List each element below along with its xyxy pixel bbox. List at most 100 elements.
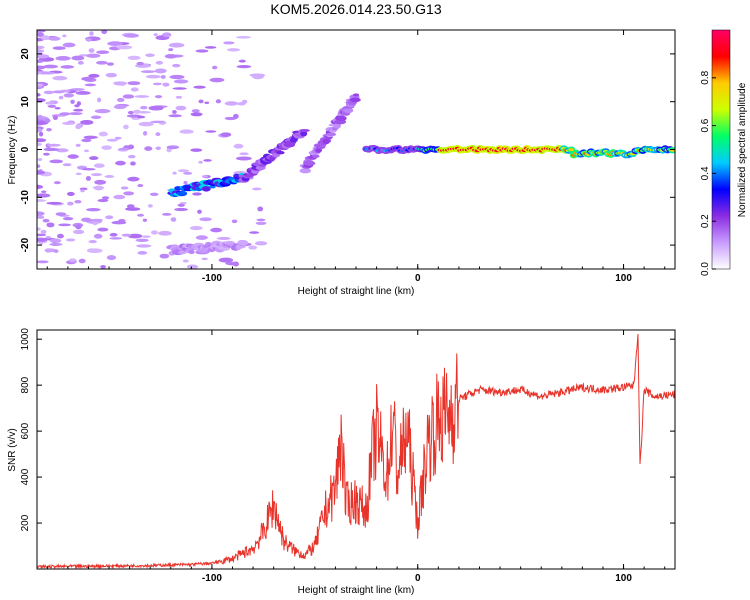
y-tick-label: 1000 bbox=[20, 328, 31, 351]
heatmap-cell bbox=[127, 110, 134, 115]
heatmap-cell bbox=[145, 53, 155, 57]
x-tick-label: -100 bbox=[202, 273, 222, 284]
heatmap-cell bbox=[304, 161, 316, 166]
heatmap-cell bbox=[105, 215, 114, 220]
heatmap-cell bbox=[172, 87, 187, 90]
heatmap-cell bbox=[233, 143, 244, 149]
heatmap-cell bbox=[60, 65, 75, 69]
heatmap-cell bbox=[71, 55, 85, 61]
heatmap-cell bbox=[201, 257, 208, 261]
heatmap-cell bbox=[44, 118, 51, 123]
heatmap-cell bbox=[169, 74, 185, 80]
heatmap-cell bbox=[37, 59, 44, 64]
heatmap-cell bbox=[225, 261, 239, 266]
heatmap-cell bbox=[43, 64, 59, 69]
heatmap-cell bbox=[137, 213, 145, 217]
heatmap-cell bbox=[199, 217, 212, 222]
heatmap-cell bbox=[233, 113, 239, 119]
heatmap-cell bbox=[91, 173, 103, 177]
heatmap-cell bbox=[140, 105, 148, 110]
heatmap-cell bbox=[53, 181, 61, 185]
heatmap-cell bbox=[190, 112, 203, 117]
heatmap-cell bbox=[173, 79, 189, 84]
heatmap-cell bbox=[127, 154, 136, 159]
heatmap-cell bbox=[153, 33, 158, 37]
heatmap-cell bbox=[215, 99, 222, 104]
heatmap-cell bbox=[62, 42, 76, 48]
heatmap-cell bbox=[175, 95, 183, 99]
heatmap-cell bbox=[75, 125, 82, 130]
heatmap-cell bbox=[46, 127, 52, 132]
heatmap-cell bbox=[133, 109, 141, 114]
heatmap-cell bbox=[70, 99, 75, 105]
heatmap-cell bbox=[127, 176, 140, 182]
heatmap-cell bbox=[113, 194, 126, 200]
heatmap-cell bbox=[166, 145, 180, 150]
heatmap-cell bbox=[162, 32, 172, 38]
colorbar-tick-label: 0.2 bbox=[700, 214, 711, 228]
heatmap-cell bbox=[248, 245, 258, 250]
heatmap-cell bbox=[162, 82, 170, 87]
heatmap-cell bbox=[170, 217, 177, 222]
colorbar-tick-label: 0.0 bbox=[700, 262, 711, 276]
snr-x-label: Height of straight line (km) bbox=[298, 585, 415, 596]
heatmap-cell bbox=[97, 198, 109, 203]
heatmap-cell bbox=[123, 124, 129, 130]
colorbar-tick-label: 0.4 bbox=[700, 166, 711, 180]
heatmap-cell bbox=[126, 204, 135, 209]
heatmap-cell bbox=[123, 33, 139, 38]
heatmap-cell bbox=[141, 235, 151, 238]
heatmap-cell bbox=[255, 221, 267, 225]
heatmap-cell bbox=[94, 108, 111, 114]
heatmap-cell bbox=[168, 42, 185, 48]
heatmap-cell bbox=[67, 201, 74, 206]
y-tick-label: 600 bbox=[20, 422, 31, 439]
heatmap-cell bbox=[174, 207, 188, 212]
heatmap-cell bbox=[92, 220, 99, 226]
heatmap-cell bbox=[43, 90, 54, 95]
heatmap-cell bbox=[127, 233, 143, 239]
heatmap-cell bbox=[326, 132, 337, 137]
heatmap-cell bbox=[236, 65, 252, 69]
heatmap-cell bbox=[69, 88, 85, 91]
heatmap-cell bbox=[37, 83, 43, 87]
heatmap-cell bbox=[46, 201, 63, 205]
colorbar-tick-label: 0.8 bbox=[700, 70, 711, 84]
heatmap-cell bbox=[37, 193, 51, 198]
y-tick-label: 10 bbox=[20, 96, 31, 108]
heatmap-cell bbox=[198, 160, 203, 164]
heatmap-cell bbox=[122, 94, 135, 99]
heatmap-cell bbox=[37, 237, 48, 242]
heatmap-cell bbox=[192, 192, 202, 196]
heatmap-cell bbox=[75, 91, 91, 95]
heatmap-cell bbox=[116, 45, 133, 50]
heatmap-cell bbox=[68, 112, 83, 116]
heatmap-cell bbox=[276, 150, 285, 155]
heatmap-cell bbox=[72, 229, 85, 235]
heatmap-cell bbox=[182, 259, 189, 263]
heatmap-cell bbox=[116, 97, 125, 102]
heatmap-cell bbox=[106, 255, 117, 261]
heatmap-cell bbox=[43, 152, 50, 156]
heatmap-cell bbox=[183, 180, 188, 185]
heatmap-cell bbox=[53, 249, 59, 253]
heatmap-cell bbox=[299, 128, 310, 133]
heatmap-cell bbox=[154, 68, 167, 74]
heatmap-cell bbox=[136, 115, 146, 119]
heatmap-cell bbox=[88, 73, 100, 78]
colorbar: 0.0 0.2 0.4 0.6 0.8 Normalized spectral ampl… bbox=[700, 29, 748, 276]
heatmap-cell bbox=[154, 95, 163, 99]
y-tick-label: 200 bbox=[20, 514, 31, 531]
heatmap-cell bbox=[93, 163, 105, 168]
heatmap-cell bbox=[299, 168, 312, 174]
heatmap-cell bbox=[37, 184, 44, 190]
heatmap-cell bbox=[37, 93, 41, 97]
spectrogram-y-label: Frequency (Hz) bbox=[7, 116, 18, 185]
heatmap-cell bbox=[179, 191, 187, 195]
heatmap-cell bbox=[337, 115, 347, 122]
heatmap-cell bbox=[137, 251, 148, 255]
heatmap-cell bbox=[210, 227, 223, 233]
colorbar-label: Normalized spectral amplitude bbox=[737, 82, 748, 217]
heatmap-cell bbox=[37, 215, 45, 219]
heatmap-cell bbox=[81, 76, 94, 81]
